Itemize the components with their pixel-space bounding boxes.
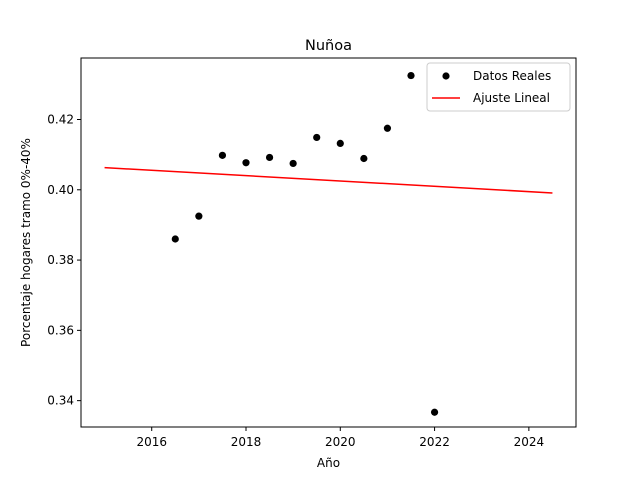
y-axis-label: Porcentaje hogares tramo 0%-40% (19, 138, 33, 347)
legend-label: Ajuste Lineal (473, 91, 550, 105)
chart-title: Nuñoa (305, 38, 352, 54)
x-tick-label: 2016 (136, 435, 167, 449)
ticks-layer: 2016 2018 2020 2022 2024 0.34 0.36 0.38 0.40 0.42 (47, 113, 544, 450)
y-tick-label: 0.42 (47, 113, 74, 127)
data-point (407, 71, 415, 80)
fit-line (104, 166, 553, 194)
plot-frame (80, 57, 577, 428)
legend-point-marker (442, 72, 450, 80)
data-point (383, 124, 392, 132)
x-tick-label: 2024 (514, 435, 545, 449)
data-point (218, 151, 227, 159)
x-axis-label: Año (317, 456, 340, 470)
y-tick-label: 0.36 (47, 323, 74, 337)
data-point (336, 139, 344, 147)
y-tick-label: 0.38 (47, 253, 74, 267)
x-tick-label: 2022 (419, 435, 450, 449)
data-point (195, 212, 203, 220)
legend-label: Datos Reales (473, 69, 551, 83)
data-point (430, 408, 439, 416)
data-point (171, 235, 179, 243)
data-point (265, 153, 274, 162)
y-tick-label: 0.40 (47, 183, 74, 197)
x-tick-label: 2020 (325, 435, 356, 449)
plot-layer (104, 71, 553, 416)
legend: Datos Reales Ajuste Lineal (426, 62, 571, 112)
x-tick-label: 2018 (231, 435, 262, 449)
legend-box (426, 62, 571, 112)
data-point (242, 159, 250, 167)
data-point (313, 133, 321, 142)
data-point (360, 154, 368, 163)
y-tick-label: 0.34 (47, 394, 74, 408)
data-point (289, 159, 297, 168)
